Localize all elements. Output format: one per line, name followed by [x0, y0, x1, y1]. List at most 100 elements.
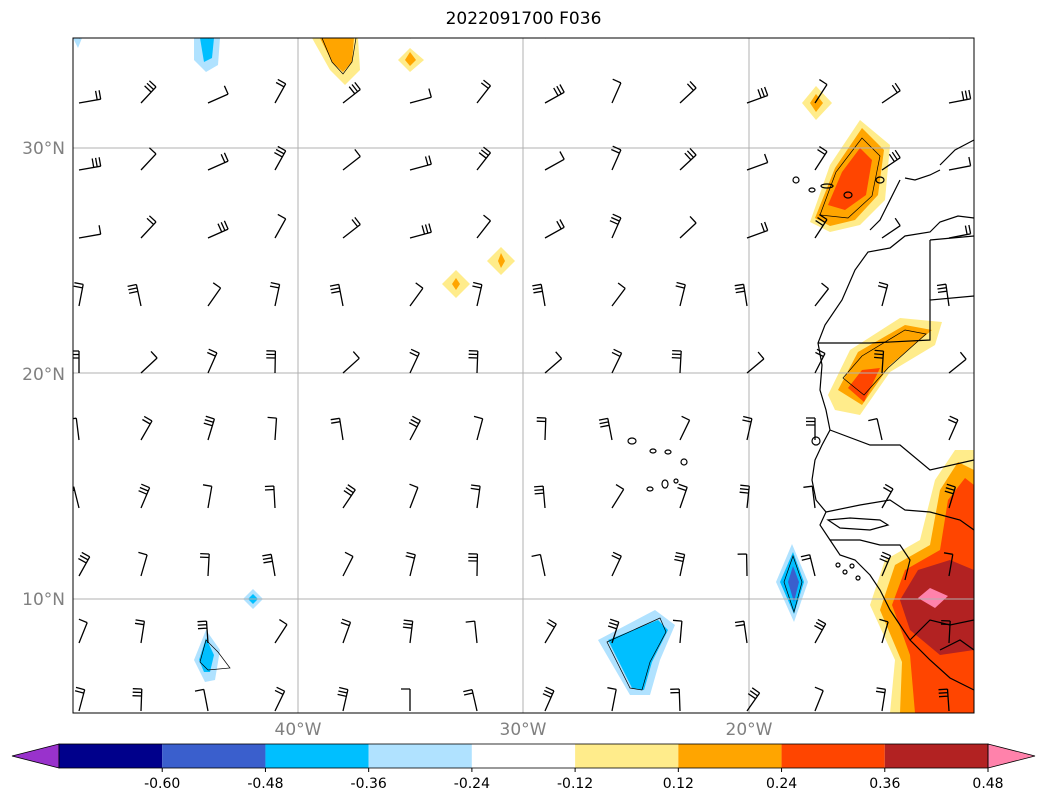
wind-barb	[670, 688, 681, 712]
wind-barb	[532, 283, 546, 307]
wind-barb	[409, 88, 432, 104]
wind-barb	[342, 551, 354, 577]
lon-tick-label: 30°W	[500, 720, 547, 740]
wind-barb	[262, 553, 276, 577]
wind-barb	[73, 282, 84, 307]
lat-tick-label: 30°N	[22, 139, 65, 159]
wind-barb	[470, 484, 481, 509]
wind-barb	[409, 155, 432, 171]
wind-barb	[814, 146, 828, 171]
wind-barb	[746, 153, 769, 171]
wind-barb	[207, 282, 222, 307]
wind-barb	[611, 145, 622, 171]
wind-barb	[815, 38, 816, 39]
wind-barb	[611, 348, 623, 374]
wind-barb	[943, 552, 954, 577]
map-panel	[72, 37, 975, 714]
wind-barb	[948, 89, 972, 104]
wind-barb	[73, 350, 80, 373]
wind-barb	[132, 688, 143, 712]
wind-barb	[677, 483, 688, 509]
colorbar-swatch	[265, 744, 369, 768]
wind-barb	[542, 686, 555, 712]
wind-barb	[208, 38, 210, 39]
wind-barb	[410, 38, 413, 39]
wind-barb	[948, 351, 967, 374]
wind-barb	[611, 282, 626, 307]
colorbar-swatch	[884, 744, 988, 768]
wind-barb	[611, 551, 622, 577]
wind-barb	[534, 485, 546, 509]
wind-barb	[267, 416, 278, 441]
lat-tick-label: 20°N	[22, 365, 65, 385]
wind-barb	[531, 553, 546, 577]
wind-barb	[140, 147, 157, 171]
wind-barb	[140, 80, 157, 104]
wind-barb	[342, 82, 361, 104]
wind-barb	[409, 223, 432, 239]
wind-barb	[875, 687, 887, 712]
wind-barb	[264, 485, 276, 509]
colorbar-swatch	[471, 744, 576, 768]
colorbar-swatch	[575, 744, 679, 768]
wind-barb	[337, 686, 349, 712]
wind-barb	[672, 619, 683, 644]
wind-barb	[409, 282, 424, 307]
colorbar-tick-label: -0.12	[557, 776, 593, 792]
wind-barbs	[73, 38, 972, 712]
wind-barb	[879, 618, 889, 644]
lat-tick-labels: 30°N 20°N 10°N	[22, 139, 65, 610]
wind-barb	[679, 80, 697, 104]
wind-barb	[544, 219, 565, 239]
wind-barb	[814, 214, 828, 239]
wind-barb	[269, 281, 281, 307]
wind-barb	[207, 220, 229, 239]
lat-tick-label: 10°N	[22, 590, 65, 610]
wind-barb	[199, 552, 210, 577]
wind-barb	[944, 483, 957, 509]
wind-barb	[476, 79, 492, 104]
wind-barb	[343, 38, 345, 39]
colorbar-tick-label: -0.60	[144, 776, 180, 792]
wind-barb	[330, 417, 344, 441]
wind-barb	[814, 79, 828, 104]
wind-barb	[275, 38, 276, 39]
wind-barb	[134, 619, 146, 644]
wind-barb	[598, 417, 613, 441]
wind-barb	[746, 86, 769, 104]
wind-barb	[274, 619, 288, 644]
wind-barb	[874, 349, 885, 374]
wind-barb	[607, 687, 617, 712]
wind-barb	[409, 483, 419, 509]
wind-barb	[342, 351, 360, 374]
lon-tick-label: 20°W	[726, 720, 773, 740]
wind-barb	[266, 350, 277, 374]
colorbar-extend-low	[11, 743, 60, 769]
wind-barb	[609, 213, 622, 239]
colorbar-tick-label: 0.36	[869, 776, 900, 792]
wind-barb	[202, 484, 213, 509]
wind-barb	[800, 554, 816, 577]
wind-barb	[868, 417, 883, 441]
wind-barb	[612, 38, 613, 39]
wind-barb	[274, 145, 287, 171]
wind-barb	[127, 283, 142, 307]
wind-barb	[611, 484, 625, 509]
colorbar: -0.60 -0.48 -0.36 -0.24 -0.12 0.12 0.24 0.36 0.4…	[11, 743, 1036, 792]
wind-barb	[881, 217, 901, 239]
wind-barb	[814, 686, 824, 712]
wind-barb	[207, 348, 218, 374]
wind-barb	[734, 283, 748, 307]
wind-barb	[73, 417, 80, 441]
wind-barb	[734, 620, 748, 644]
wind-barb	[881, 149, 901, 171]
wind-barb	[879, 551, 892, 577]
wind-barb	[544, 151, 565, 171]
colorbar-extend-high	[987, 743, 1036, 769]
wind-barb	[274, 78, 287, 104]
wind-barb	[477, 38, 478, 39]
wind-barb	[78, 157, 102, 171]
wind-barb	[78, 225, 102, 239]
wind-barb	[814, 282, 830, 307]
